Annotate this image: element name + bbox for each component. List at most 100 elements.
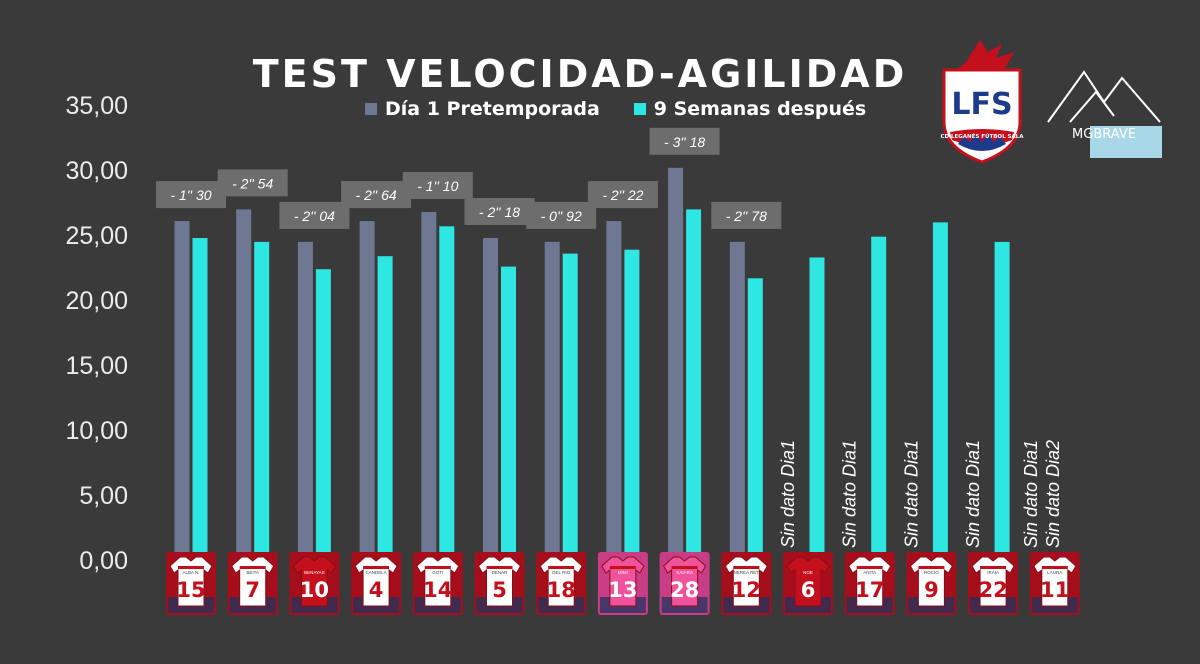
y-tick-label: 0,00 <box>79 547 128 575</box>
legend-item-semanas: 9 Semanas después <box>633 98 867 120</box>
jersey-stripe <box>733 566 760 569</box>
jersey-shape <box>539 556 583 607</box>
y-tick-label: 20,00 <box>65 287 128 315</box>
jersey-stripe <box>795 566 821 569</box>
player-number: 13 <box>608 578 637 602</box>
player-name: DEL RIO <box>552 570 570 575</box>
player-number: 11 <box>1040 578 1069 602</box>
player-number: 6 <box>801 578 816 602</box>
bar-dia1 <box>236 209 252 563</box>
player-number: 5 <box>492 578 507 602</box>
player-number: 7 <box>245 578 260 602</box>
legend-label-dia1: Día 1 Pretemporada <box>385 98 600 120</box>
player-name: IRAIA <box>987 570 999 575</box>
no-data-note: Sin dato Dia2 <box>1043 440 1063 548</box>
annotation-label: - 2'' 64 <box>356 187 397 203</box>
jersey-shape <box>601 556 645 607</box>
annotation-box <box>464 198 535 225</box>
player-number: 4 <box>369 578 384 602</box>
no-data-note: Sin dato Dia1 <box>963 440 983 548</box>
bar-dia1 <box>544 241 560 563</box>
y-tick-label: 35,00 <box>65 92 128 120</box>
jersey-shape <box>909 556 954 607</box>
annotation-label: - 2'' 78 <box>726 208 767 224</box>
jersey-stripe <box>918 566 945 569</box>
player-number: 15 <box>176 578 205 602</box>
player-name: NEREA RET <box>734 570 760 575</box>
bar-dia1 <box>359 221 375 563</box>
player-name: KAIARA <box>676 570 693 575</box>
y-tick-label: 30,00 <box>65 157 128 185</box>
mgbrave-logo-text: MGBRAVE <box>1072 127 1136 142</box>
no-data-note: Sin dato Dia1 <box>778 440 798 548</box>
no-data-note: Sin dato Dia1 <box>1021 440 1041 548</box>
bar-dia1 <box>668 167 684 564</box>
bar-dia1 <box>174 221 190 563</box>
annotation-box <box>217 169 288 197</box>
annotation-label: - 2'' 18 <box>479 204 520 220</box>
y-tick-label: 15,00 <box>65 352 128 380</box>
annotation-label: - 3'' 18 <box>664 134 705 150</box>
jersey-stripe <box>424 566 451 569</box>
lfs-logo: LFS CD LEGANÉS FÚTBOL SALA <box>940 40 1024 164</box>
legend-swatch-semanas <box>633 103 646 115</box>
annotation-box <box>649 127 720 155</box>
legend: Día 1 Pretemporada 9 Semanas después <box>365 98 866 120</box>
bar-9-semanas <box>932 222 948 563</box>
jersey-shape <box>477 556 522 607</box>
player-name: LAURA <box>1047 570 1062 575</box>
player-name: BENAYAS <box>304 570 325 575</box>
annotation-box <box>402 172 473 199</box>
jersey-stripe <box>1041 566 1068 569</box>
jersey-shape <box>416 556 460 607</box>
player-number: 14 <box>423 578 452 602</box>
legend-label-semanas: 9 Semanas después <box>653 98 867 120</box>
annotation-label: - 1'' 10 <box>417 178 458 194</box>
player-name: GOTI <box>432 570 443 575</box>
jersey-shape <box>1033 556 1077 607</box>
bar-9-semanas <box>686 209 702 563</box>
annotation-label: - 2'' 22 <box>602 187 643 203</box>
jersey-stripe <box>301 566 328 569</box>
player-name: DENAR <box>492 570 509 575</box>
jersey-stripe <box>363 566 390 569</box>
player-name: MIMI <box>618 570 628 575</box>
jersey-stripe <box>548 566 575 569</box>
bar-9-semanas <box>315 269 331 563</box>
bar-9-semanas <box>501 266 516 563</box>
bar-dia1 <box>606 221 622 563</box>
lfs-logo-text: LFS <box>951 87 1012 122</box>
bar-dia1 <box>297 241 313 563</box>
player-number: 18 <box>547 578 576 602</box>
player-name: ALBA N. <box>182 570 199 575</box>
bar-9-semanas <box>747 278 763 563</box>
lfs-logo-subtitle: CD LEGANÉS FÚTBOL SALA <box>940 132 1024 140</box>
annotation-box <box>279 201 350 229</box>
no-data-note: Sin dato Dia1 <box>901 440 921 548</box>
chart-title: TEST VELOCIDAD-AGILIDAD <box>252 52 908 96</box>
jersey-shape <box>724 556 768 607</box>
bar-9-semanas <box>809 257 825 563</box>
jersey-shape <box>354 556 398 607</box>
annotation-box <box>156 181 226 209</box>
jersey-shape <box>786 556 830 607</box>
legend-swatch-dia1 <box>365 103 377 115</box>
jersey-shape <box>231 556 275 607</box>
y-tick-label: 10,00 <box>65 417 128 445</box>
player-number: 10 <box>300 578 329 602</box>
annotation-label: - 0'' 92 <box>541 208 582 224</box>
y-tick-label: 25,00 <box>65 222 128 250</box>
annotation-label: - 2'' 04 <box>294 208 335 224</box>
player-name: CANDELA <box>365 570 386 575</box>
jersey-shape <box>971 556 1015 607</box>
jersey-shape <box>292 556 337 607</box>
bar-9-semanas <box>871 236 887 563</box>
player-number: 12 <box>732 578 761 602</box>
jersey-stripe <box>856 566 883 569</box>
bar-dia1 <box>483 238 498 563</box>
player-name: ROCIO <box>924 570 939 575</box>
bar-9-semanas <box>192 238 208 563</box>
annotation-box <box>587 181 658 209</box>
mgbrave-logo: MGBRAVE <box>1047 70 1162 158</box>
